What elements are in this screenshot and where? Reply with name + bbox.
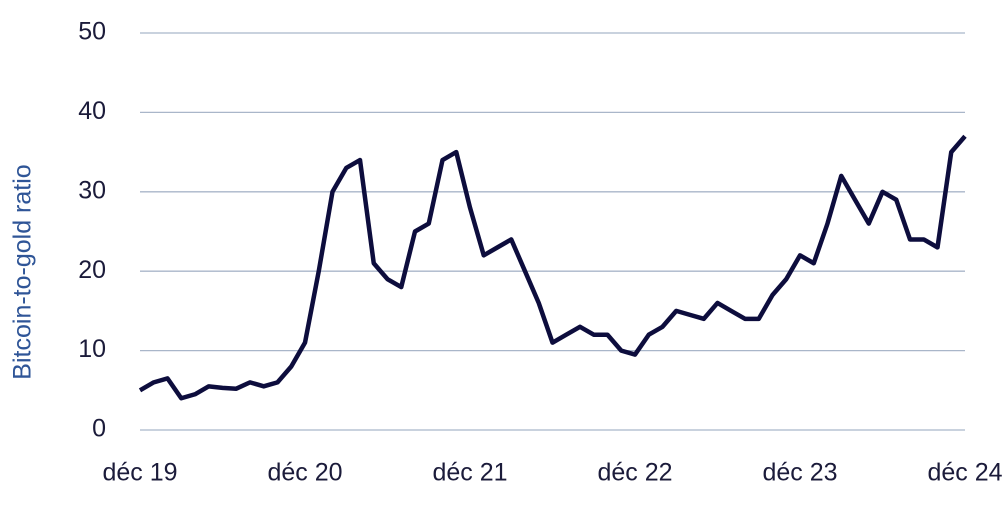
y-tick-label: 40 xyxy=(78,97,106,125)
y-tick-label: 50 xyxy=(78,18,106,46)
y-tick-label: 30 xyxy=(78,176,106,204)
x-tick-label: déc 19 xyxy=(102,459,177,487)
y-tick-label: 10 xyxy=(78,335,106,363)
data-line xyxy=(138,134,967,401)
x-tick-label: déc 24 xyxy=(927,459,1002,487)
y-axis-label: Bitcoin-to-gold ratio xyxy=(9,164,37,379)
x-tick-label: déc 23 xyxy=(762,459,837,487)
y-tick-label: 0 xyxy=(92,415,106,443)
x-tick-label: déc 22 xyxy=(597,459,672,487)
x-tick-label: déc 20 xyxy=(267,459,342,487)
y-tick-label: 20 xyxy=(78,256,106,284)
x-tick-label: déc 21 xyxy=(432,459,507,487)
